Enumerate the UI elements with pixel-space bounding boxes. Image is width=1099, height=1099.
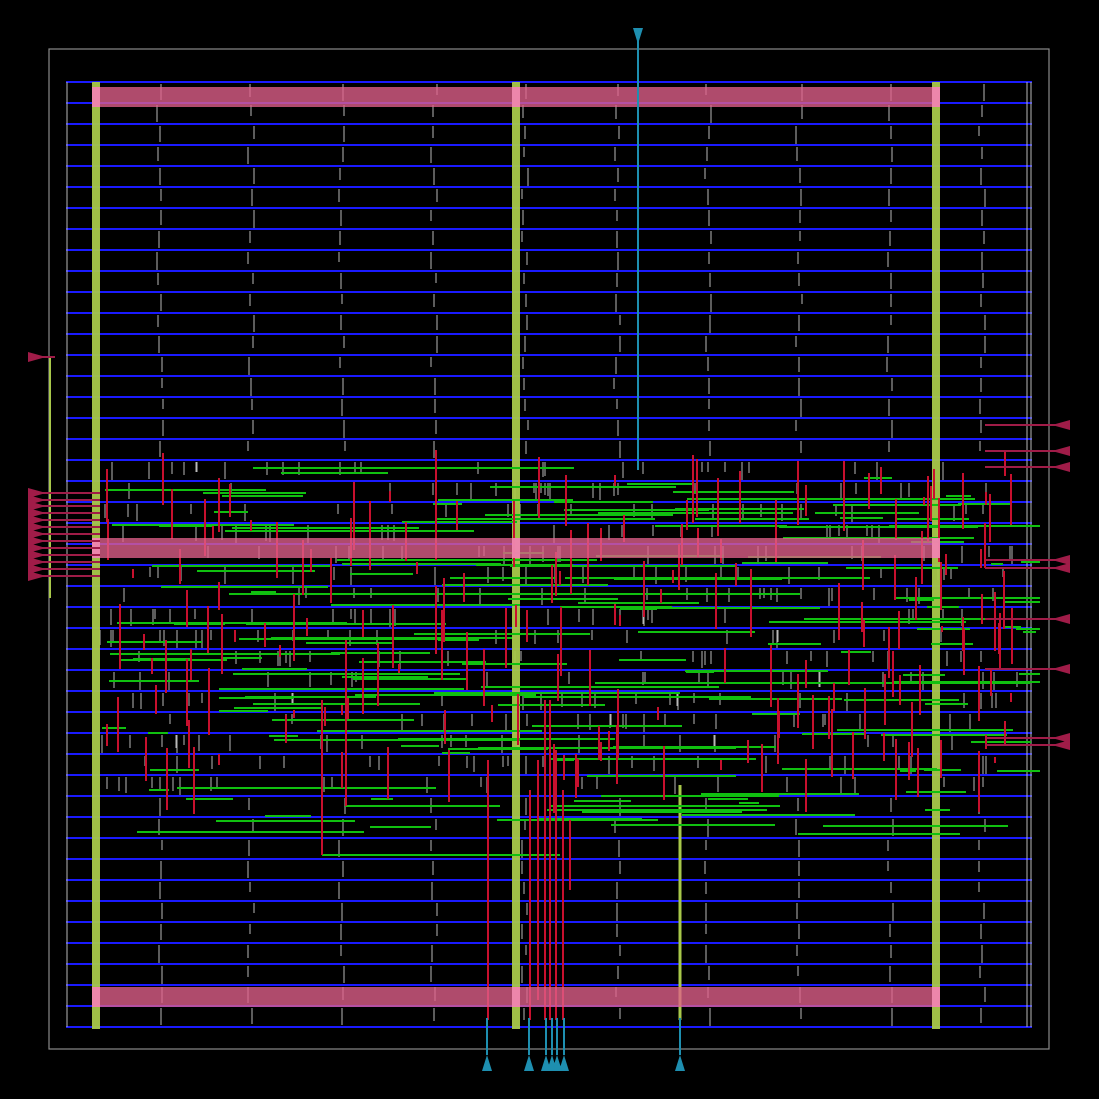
pin-right xyxy=(1052,462,1070,472)
pin-bottom xyxy=(675,1055,685,1071)
pin-left xyxy=(28,550,46,560)
via-stack xyxy=(932,987,940,1007)
horizontal-routing-layer xyxy=(102,467,1040,856)
pin-bottom xyxy=(552,1055,562,1071)
pin-left xyxy=(28,529,46,539)
pin-right xyxy=(1052,733,1070,743)
pin-right xyxy=(1052,446,1070,456)
via-stack xyxy=(932,87,940,107)
pin-bottom xyxy=(559,1055,569,1071)
via-stack xyxy=(932,538,940,558)
pin-right xyxy=(1052,420,1070,430)
pin-left xyxy=(28,352,46,362)
pin-top xyxy=(633,28,643,44)
pin-right xyxy=(1052,555,1070,565)
pin-left xyxy=(28,488,46,498)
pin-left xyxy=(28,536,46,546)
pin-left xyxy=(28,522,46,532)
pin-bottom xyxy=(482,1055,492,1071)
pin-left xyxy=(28,501,46,511)
pin-right xyxy=(1052,563,1070,573)
pin-left xyxy=(28,508,46,518)
pin-right xyxy=(1052,614,1070,624)
vertical-routing-layer xyxy=(106,450,1013,1020)
pin-right xyxy=(1052,740,1070,750)
power-rails-overlay xyxy=(92,87,940,1007)
via-stack xyxy=(92,987,100,1007)
pin-left xyxy=(28,564,46,574)
pin-right xyxy=(1052,664,1070,674)
via-stack xyxy=(512,987,520,1007)
io-pins xyxy=(28,28,1070,1071)
pin-left xyxy=(28,543,46,553)
via-stack xyxy=(92,87,100,107)
pin-left xyxy=(28,571,46,581)
via-stack xyxy=(512,538,520,558)
pin-left xyxy=(28,515,46,525)
pin-left xyxy=(28,557,46,567)
pin-bottom xyxy=(524,1055,534,1071)
via-stack xyxy=(512,87,520,107)
